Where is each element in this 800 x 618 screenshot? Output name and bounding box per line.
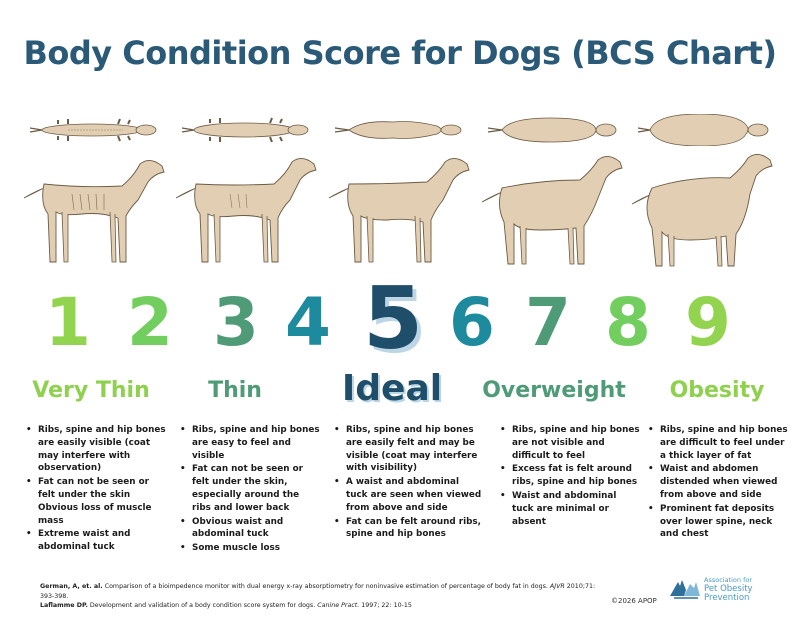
- score-number-8: 8: [605, 284, 651, 361]
- criteria-item: Fat can not be seen or felt under the sk…: [180, 463, 320, 514]
- criteria-list-thin: Ribs, spine and hip bones are easy to fe…: [180, 424, 320, 556]
- reference-author: Laflamme DP.: [40, 602, 88, 609]
- criteria-item: Ribs, spine and hip bones are difficult …: [648, 424, 788, 462]
- category-label-thin: Thin: [208, 378, 262, 403]
- dog-side-view-icon: [175, 158, 317, 263]
- criteria-item: Some muscle loss: [180, 542, 320, 555]
- criteria-item: Ribs, spine and hip bones are easily vis…: [26, 424, 166, 475]
- dog-top-view-icon: [487, 117, 617, 143]
- reference-text: Development and validation of a body con…: [89, 602, 316, 609]
- dog-figure-overweight: [478, 108, 628, 278]
- dog-side-view-icon: [23, 160, 165, 263]
- dog-figure-ideal: [325, 108, 475, 278]
- reference-1: German, A, et. al. Comparison of a bioim…: [40, 582, 600, 601]
- dog-figure-obesity: [628, 108, 778, 278]
- dog-figure-very-thin: [20, 108, 170, 278]
- dog-side-view-icon: [481, 156, 623, 265]
- dog-top-view-icon: [334, 121, 462, 139]
- reference-author: German, A, et. al.: [40, 583, 103, 590]
- criteria-item: Ribs, spine and hip bones are not visibl…: [500, 424, 640, 462]
- criteria-item: Obvious waist and abdominal tuck: [180, 516, 320, 542]
- dog-side-view-icon: [328, 158, 470, 263]
- score-number-1: 1: [45, 284, 91, 361]
- criteria-list-ideal: Ribs, spine and hip bones are easily fel…: [334, 424, 482, 542]
- reference-journal: AJVR: [549, 583, 565, 590]
- score-number-9: 9: [685, 284, 731, 361]
- logo-line-3: Prevention: [704, 593, 750, 603]
- criteria-item: Extreme waist and abdominal tuck: [26, 528, 166, 554]
- page-title: Body Condition Score for Dogs (BCS Chart…: [23, 34, 777, 72]
- score-number-4: 4: [285, 284, 331, 361]
- logo-line-2: Pet Obesity: [704, 584, 753, 594]
- reference-2: Laflamme DP. Development and validation …: [40, 601, 600, 611]
- category-label-obesity: Obesity: [669, 378, 765, 403]
- reference-text: Comparison of a bioimpedence monitor wit…: [104, 583, 548, 590]
- criteria-list-very-thin: Ribs, spine and hip bones are easily vis…: [26, 424, 166, 555]
- copyright: ©2026 APOP: [611, 597, 657, 605]
- reference-journal: Canine Pract.: [317, 602, 360, 609]
- score-number-3: 3: [213, 284, 259, 361]
- criteria-item: Waist and abdomen distended when viewed …: [648, 463, 788, 501]
- reference-cite: 1997; 22: 10-15: [361, 602, 412, 609]
- criteria-item: A waist and abdominal tuck are seen when…: [334, 476, 482, 514]
- reference-cite: 2010;71: 393-398.: [40, 583, 596, 600]
- apop-logo-text: Association for Pet Obesity Prevention: [704, 576, 753, 603]
- score-number-2: 2: [127, 284, 173, 361]
- dog-side-view-icon: [631, 154, 773, 267]
- category-label-overweight: Overweight: [482, 378, 626, 403]
- criteria-list-overweight: Ribs, spine and hip bones are not visibl…: [500, 424, 640, 529]
- criteria-item: Fat can not be seen or felt under the sk…: [26, 476, 166, 527]
- criteria-item: Excess fat is felt around ribs, spine an…: [500, 463, 640, 489]
- score-number-7: 7: [525, 284, 571, 361]
- category-label-ideal: Ideal: [341, 368, 443, 409]
- dog-illustrations: [0, 108, 800, 278]
- logo-line-1: Association for: [704, 576, 753, 584]
- criteria-item: Ribs, spine and hip bones are easy to fe…: [180, 424, 320, 462]
- criteria-list-obesity: Ribs, spine and hip bones are difficult …: [648, 424, 788, 542]
- apop-logo-icon: [670, 580, 700, 599]
- score-number-5: 5: [363, 269, 423, 369]
- criteria-item: Fat can be felt around ribs, spine and h…: [334, 516, 482, 542]
- dog-figure-thin: [172, 108, 322, 278]
- criteria-item: Prominent fat deposits over lower spine,…: [648, 503, 788, 541]
- dog-top-view-icon: [181, 117, 309, 143]
- criteria-item: Waist and abdominal tuck are minimal or …: [500, 490, 640, 528]
- criteria-item: Ribs, spine and hip bones are easily fel…: [334, 424, 482, 475]
- dog-top-view-icon: [29, 118, 157, 142]
- category-label-very-thin: Very Thin: [32, 378, 150, 403]
- dog-top-view-icon: [637, 114, 769, 146]
- references: German, A, et. al. Comparison of a bioim…: [40, 582, 600, 611]
- apop-logo: Association for Pet Obesity Prevention: [668, 574, 778, 604]
- score-number-6: 6: [449, 284, 495, 361]
